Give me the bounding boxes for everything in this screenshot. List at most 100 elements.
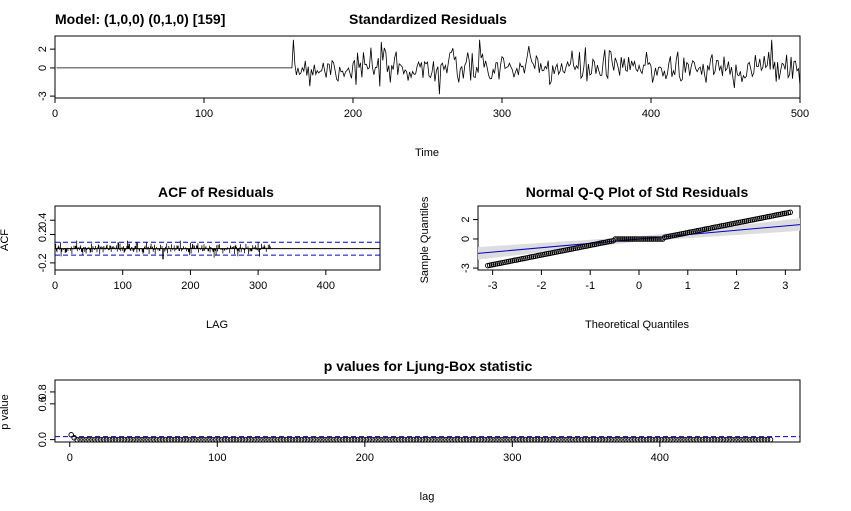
residuals-title: Standardized Residuals — [349, 11, 507, 27]
ljung-point — [767, 436, 774, 443]
ljung-point — [454, 436, 461, 443]
acf-x-tick-label: 300 — [249, 280, 267, 292]
ljung-point — [142, 436, 148, 443]
ljung-point — [201, 436, 207, 443]
ljung-point — [499, 436, 505, 443]
ljung-point — [552, 436, 558, 443]
ljung-point — [573, 436, 579, 443]
ljung-y-tick-label: 0.6 — [37, 396, 49, 411]
ljung-point — [136, 436, 142, 443]
ljung-point — [558, 436, 564, 443]
ljung-point — [260, 436, 266, 443]
ljung-point — [348, 436, 355, 443]
ljung-point — [410, 436, 417, 443]
qq-x-tick-label: 2 — [734, 280, 740, 292]
ljung-point — [614, 436, 620, 443]
ljung-point — [605, 436, 611, 443]
qq-point — [730, 220, 736, 227]
ljung-point — [764, 436, 771, 443]
ljung-point — [372, 436, 378, 443]
ljung-point — [168, 436, 175, 443]
qq-point — [755, 215, 761, 222]
ljung-point — [534, 436, 541, 443]
ljung-point — [375, 436, 381, 443]
ljung-point — [86, 436, 92, 443]
qq-point — [713, 224, 719, 230]
ljung-point — [339, 436, 346, 443]
ljung-point — [755, 436, 762, 443]
ljung-point — [189, 436, 195, 443]
ljung-point — [685, 436, 691, 443]
ljung-point — [555, 436, 561, 443]
ljung-point — [567, 436, 573, 443]
ljung-point — [378, 436, 384, 443]
ljung-point — [741, 436, 747, 443]
ljung-point — [726, 436, 732, 443]
ljung-point — [213, 436, 219, 443]
residuals-x-tick-label: 0 — [52, 108, 58, 120]
ljung-point — [546, 436, 552, 443]
ljung-point — [345, 436, 352, 443]
ljung-point — [472, 436, 479, 443]
ljung-point — [428, 436, 434, 443]
acf-x-tick-label: 400 — [317, 280, 335, 292]
ljung-point — [109, 436, 116, 443]
ljung-point — [750, 436, 756, 443]
qq-point — [614, 236, 620, 242]
qq-point — [656, 236, 662, 242]
acf-x-tick-label: 200 — [181, 280, 199, 292]
ljung-point — [434, 436, 440, 443]
ljung-point — [351, 436, 358, 443]
qq-point — [621, 236, 628, 242]
qq-point — [641, 236, 647, 242]
qq-point — [557, 248, 563, 255]
ljung-point — [266, 436, 272, 443]
ljung-point — [758, 436, 765, 443]
ljung-point — [587, 436, 594, 443]
qq-point — [620, 236, 626, 242]
ljung-point — [319, 436, 325, 443]
residuals-y-tick-label: -3 — [37, 91, 49, 101]
ljung-x-tick-label: 300 — [503, 452, 521, 464]
ljung-point — [195, 436, 201, 443]
qq-point — [639, 236, 645, 242]
ljung-point — [449, 436, 455, 443]
qq-point — [677, 231, 683, 237]
ljung-point — [688, 436, 694, 443]
ljung-point — [103, 436, 110, 443]
ljung-point — [720, 436, 727, 443]
residuals-x-tick-label: 500 — [791, 108, 809, 120]
ljung-point — [269, 436, 275, 443]
ljung-point — [77, 436, 83, 443]
qq-y-tick-label: 2 — [460, 217, 472, 223]
ljung-point — [334, 436, 340, 443]
ljung-point — [283, 436, 290, 443]
qq-y-tick-label: -3 — [460, 263, 472, 273]
ljung-point — [487, 436, 493, 443]
acf-x-tick-label: 0 — [52, 280, 58, 292]
acf-title: ACF of Residuals — [158, 184, 274, 200]
acf-y-tick-label: -0.2 — [37, 253, 49, 272]
ljung-point — [310, 436, 316, 443]
ljung-x-tick-label: 200 — [356, 452, 374, 464]
qq-point — [519, 256, 525, 262]
ljung-point — [419, 436, 426, 443]
acf-x-tick-label: 100 — [114, 280, 132, 292]
ljung-point — [92, 436, 98, 443]
ljung-point — [693, 436, 700, 443]
ljung-point — [192, 436, 198, 443]
acf-y-tick-label: 0.2 — [37, 227, 49, 242]
ljung-point — [251, 436, 257, 443]
ljung-point — [295, 436, 302, 443]
ljung-point — [457, 436, 464, 443]
ljung-point — [620, 436, 626, 443]
ljung-point — [670, 436, 676, 443]
model-label: Model: (1,0,0) (0,1,0) [159] — [55, 11, 225, 27]
qq-point — [599, 240, 605, 246]
qq-point — [623, 236, 630, 242]
ljung-point — [661, 436, 668, 443]
ljung-point — [655, 436, 662, 443]
residuals-plot-frame — [54, 35, 801, 99]
ljung-point — [236, 436, 243, 443]
ljung-point — [696, 436, 703, 443]
